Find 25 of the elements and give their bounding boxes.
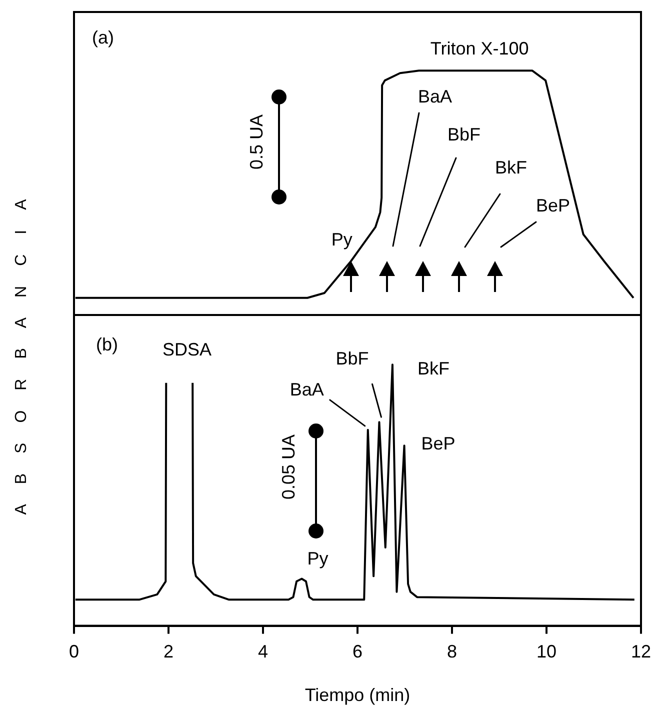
annotation: BbF xyxy=(336,348,369,370)
annotation: BaA xyxy=(290,379,324,400)
x-tick-label: 2 xyxy=(163,642,174,662)
annotation: BkF xyxy=(417,358,450,380)
annotation: 0.05 UA xyxy=(278,434,300,500)
text: (b) xyxy=(96,334,118,356)
x-tick-label: 10 xyxy=(536,642,557,662)
annotation: Triton X-100 xyxy=(430,38,529,60)
annotation: BkF xyxy=(494,158,528,178)
annotation: Py xyxy=(331,230,352,251)
x-tick-label: 12 xyxy=(630,642,652,662)
x-tick-label: 8 xyxy=(446,642,458,662)
annotation: BeP xyxy=(536,196,570,216)
x-tick-label: 0 xyxy=(68,642,80,662)
annotation: Py xyxy=(307,548,328,570)
annotation: BaA xyxy=(418,86,452,108)
annotation: BbF xyxy=(447,124,481,146)
x-axis-title: Tiempo (min) xyxy=(304,685,410,706)
annotation: 0.5 UA xyxy=(246,114,268,170)
text: SDSA xyxy=(162,340,212,360)
x-tick-label: 4 xyxy=(258,642,268,662)
annotation: BeP xyxy=(421,433,456,454)
y-axis-title: ABSORBANCIA xyxy=(13,179,31,515)
text: (a) xyxy=(92,28,114,48)
x-tick-label: 6 xyxy=(352,642,363,662)
